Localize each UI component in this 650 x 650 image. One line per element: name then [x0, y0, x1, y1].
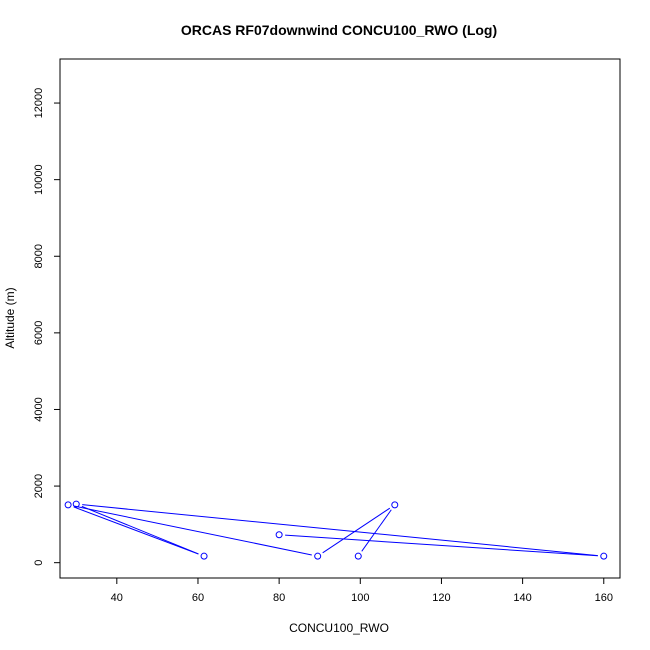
data-point — [200, 552, 208, 560]
x-axis: 40 60 80 100 120 140 160 — [111, 577, 613, 604]
data-point — [600, 552, 608, 560]
y-tick-label: 0 — [33, 560, 45, 566]
series-segment — [285, 534, 598, 557]
x-tick-label: 100 — [351, 592, 369, 604]
y-tick-label: 8000 — [33, 244, 45, 268]
data-point — [314, 552, 322, 560]
plot-frame — [59, 58, 621, 579]
y-tick-label: 12000 — [33, 88, 45, 119]
x-axis-label: CONCU100_RWO — [289, 621, 389, 635]
series-segment — [73, 506, 199, 555]
x-tick-label: 140 — [513, 592, 531, 604]
chart-title: ORCAS RF07downwind CONCU100_RWO (Log) — [181, 22, 497, 38]
series-segment — [322, 507, 391, 554]
series-segment — [81, 505, 199, 555]
y-axis: 0 2000 4000 6000 8000 10000 12000 — [33, 88, 61, 566]
series-layer — [64, 500, 608, 560]
x-tick-label: 160 — [595, 592, 613, 604]
x-tick-label: 60 — [192, 592, 204, 604]
data-point — [64, 501, 72, 509]
y-tick-label: 10000 — [33, 164, 45, 195]
data-point — [354, 552, 362, 560]
data-point — [275, 531, 283, 539]
series-segment — [361, 509, 392, 552]
series-segment — [73, 505, 312, 556]
x-tick-label: 120 — [432, 592, 450, 604]
data-point — [391, 501, 399, 509]
series-segment — [82, 504, 598, 557]
x-tick-label: 80 — [273, 592, 285, 604]
y-tick-label: 4000 — [33, 397, 45, 421]
y-tick-label: 6000 — [33, 321, 45, 345]
y-axis-label: Altitude (m) — [3, 287, 17, 348]
x-tick-label: 40 — [111, 592, 123, 604]
y-tick-label: 2000 — [33, 474, 45, 498]
data-point — [72, 500, 80, 508]
